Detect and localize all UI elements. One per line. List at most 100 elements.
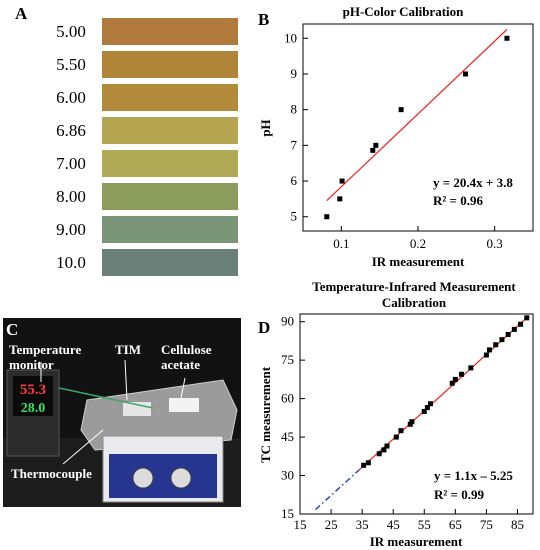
data-point <box>424 405 430 411</box>
y-tick-label: 90 <box>281 314 294 329</box>
data-point <box>452 376 458 382</box>
thermocouple-label: Thermocouple <box>11 466 92 481</box>
swatch-row: 6.86 <box>40 117 240 144</box>
tim-label: TIM <box>115 342 141 357</box>
y-tick-labels: 15 30 45 60 75 90 <box>281 314 294 521</box>
color-swatch <box>102 249 238 276</box>
chart-title: pH-Color Calibration <box>343 4 465 19</box>
cellulose-acetate-label: Cellulose acetate <box>161 342 212 372</box>
x-tick-labels: 15 25 35 45 55 65 75 85 <box>294 517 524 532</box>
swatch-row: 7.00 <box>40 150 240 177</box>
swatch-row: 9.00 <box>40 216 240 243</box>
x-axis-label: IR measurement <box>372 254 465 269</box>
panel-letter-b: B <box>258 10 270 29</box>
thermocouple-wire <box>58 387 154 409</box>
data-point <box>499 337 505 343</box>
y-tick-label: 45 <box>281 429 294 444</box>
x-tick-label: 65 <box>449 517 462 532</box>
y-axis-label: TC measurement <box>258 366 273 463</box>
data-point <box>393 434 399 440</box>
data-point <box>505 332 511 338</box>
swatch-row: 5.50 <box>40 51 240 78</box>
data-point <box>398 428 404 434</box>
plot-frame <box>299 313 534 515</box>
hot-plate-knob-left <box>132 467 154 489</box>
color-swatch <box>102 51 238 78</box>
data-point <box>407 421 413 427</box>
swatch-label: 9.00 <box>56 220 86 239</box>
data-point <box>483 352 489 358</box>
swatch-label: 6.00 <box>56 88 86 107</box>
data-point <box>487 347 493 353</box>
data-point <box>384 443 390 449</box>
data-point <box>427 401 433 407</box>
chart-title-line: Temperature-Infrared Measurement <box>312 279 516 294</box>
y-tick-labels: 5 6 7 8 9 10 <box>284 30 298 223</box>
swatch-row: 8.00 <box>40 183 240 210</box>
y-tick-label: 5 <box>291 209 298 224</box>
x-tick-label: 45 <box>387 517 400 532</box>
y-tick-label: 10 <box>284 30 297 45</box>
r-squared: R² = 0.99 <box>434 487 484 502</box>
data-point <box>324 214 330 220</box>
y-tick-label: 15 <box>281 506 294 521</box>
x-tick-labels: 0.1 0.2 0.3 <box>333 236 503 251</box>
x-axis-label: IR measurement <box>370 534 463 549</box>
fit-line <box>326 29 508 202</box>
y-tick-label: 6 <box>291 173 298 188</box>
data-point <box>398 107 404 113</box>
y-tick-label: 7 <box>291 137 298 152</box>
swatch-row: 5.00 <box>40 18 240 45</box>
extrapolation-line <box>315 469 360 511</box>
panel-letter-c: C <box>6 320 19 339</box>
monitor-display <box>13 376 53 416</box>
swatch-label: 8.00 <box>56 187 86 206</box>
data-point <box>511 326 517 332</box>
fit-equation: y = 20.4x + 3.8 <box>433 175 513 190</box>
swatch-label: 5.00 <box>56 22 86 41</box>
y-tick-label: 30 <box>281 468 294 483</box>
temperature-calibration-chart: Temperature-Infrared Measurement Calibrat… <box>258 279 534 549</box>
x-tick-label: 0.1 <box>333 236 349 251</box>
color-swatch <box>102 216 238 243</box>
monitor-display-bottom: 28.0 <box>21 401 46 416</box>
chart-title-line: Calibration <box>382 295 447 310</box>
data-point <box>339 178 345 184</box>
x-tick-label: 25 <box>325 517 338 532</box>
cellulose-pointer <box>180 377 186 399</box>
swatch-label: 7.00 <box>56 154 86 173</box>
hot-plate-knob-right <box>170 467 192 489</box>
tim-pointer <box>124 359 128 401</box>
swatch-row: 6.00 <box>40 84 240 111</box>
ph-color-calibration-chart: pH-Color Calibration 0.1 0.2 0.3 5 6 7 8… <box>258 4 534 269</box>
swatch-row: 10.0 <box>40 249 240 276</box>
data-point <box>337 196 343 202</box>
y-tick-label: 75 <box>281 352 294 367</box>
data-point <box>421 408 427 414</box>
data-point <box>365 460 371 466</box>
cellulose-acetate-film <box>169 398 199 412</box>
chart-title: Temperature-Infrared Measurement Calibrat… <box>312 279 516 310</box>
y-tick-label: 60 <box>281 391 294 406</box>
data-point <box>463 71 469 77</box>
swatch-label: 6.86 <box>56 121 86 140</box>
data-point <box>459 371 465 377</box>
hot-plate-panel <box>109 454 217 498</box>
swatch-panel: 5.00 5.50 6.00 6.86 7.00 8.00 9.00 10.0 <box>40 18 240 276</box>
color-swatch <box>102 117 238 144</box>
x-tick-label: 75 <box>480 517 493 532</box>
panel-letter-d: D <box>258 318 271 337</box>
color-swatch <box>102 183 238 210</box>
x-tick-label: 35 <box>356 517 369 532</box>
x-tick-label: 15 <box>294 517 307 532</box>
data-point <box>468 365 474 371</box>
apparatus-illustration: 55.3 28.0 <box>3 318 241 507</box>
y-tick-label: 9 <box>291 66 298 81</box>
data-point <box>361 462 367 468</box>
data-point <box>376 451 382 457</box>
annotation: y = 1.1x – 5.25 R² = 0.99 <box>434 468 513 502</box>
x-tick-label: 85 <box>511 517 524 532</box>
data-point <box>409 419 415 425</box>
x-tick-label: 55 <box>418 517 431 532</box>
apparatus-photo: 55.3 28.0 Temperature monitor TIM Cellul… <box>3 318 241 507</box>
